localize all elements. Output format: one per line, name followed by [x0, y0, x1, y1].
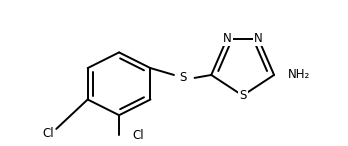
Text: Cl: Cl [42, 127, 54, 140]
Text: Cl: Cl [133, 129, 144, 142]
Text: NH₂: NH₂ [288, 68, 310, 81]
Text: S: S [179, 71, 187, 84]
Text: N: N [254, 32, 263, 45]
Text: S: S [239, 89, 246, 102]
Text: N: N [223, 32, 231, 45]
